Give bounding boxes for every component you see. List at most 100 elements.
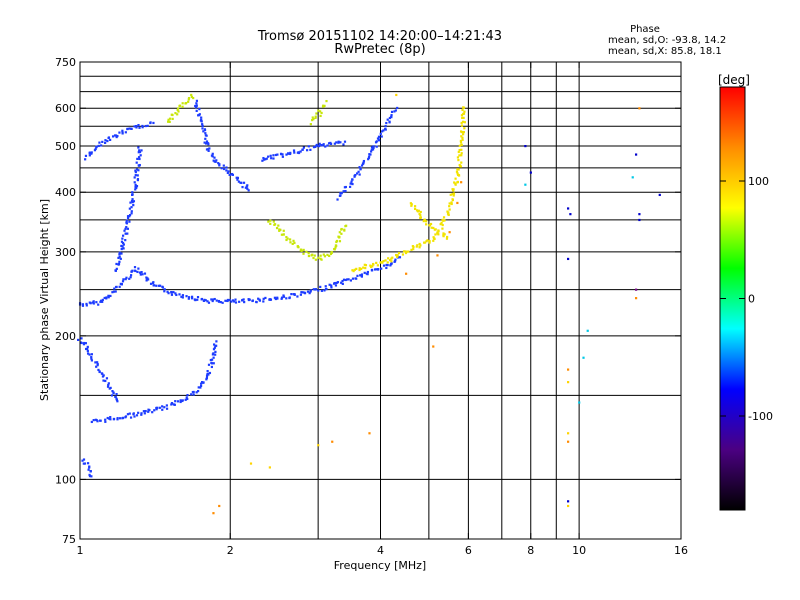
grid — [80, 62, 681, 539]
echo-point — [88, 473, 91, 477]
echo-point — [404, 251, 408, 255]
echo-point — [366, 270, 369, 274]
echo-point — [262, 297, 265, 300]
echo-point — [128, 412, 131, 415]
echo-point — [92, 300, 95, 303]
echo-point — [343, 140, 347, 143]
echo-point — [114, 134, 118, 137]
echo-point — [116, 417, 119, 420]
echo-point — [265, 157, 268, 160]
echo-point — [103, 296, 106, 300]
echo-point — [567, 440, 570, 443]
echo-point — [174, 112, 177, 115]
echo-point — [267, 155, 270, 158]
echo-point — [432, 239, 435, 242]
echo-point — [458, 154, 461, 157]
echo-point — [460, 152, 463, 155]
echo-point — [319, 254, 322, 257]
echo-point — [205, 378, 208, 381]
echo-point — [353, 268, 356, 271]
echo-point — [451, 198, 454, 201]
echo-point — [128, 277, 131, 280]
x-tick-label: 1 — [77, 544, 84, 557]
echo-point — [174, 400, 177, 403]
echo-point — [194, 104, 197, 108]
echo-point — [293, 151, 296, 154]
echo-point — [190, 393, 193, 396]
echo-point — [578, 401, 581, 404]
echo-point — [121, 129, 124, 132]
echo-point — [309, 289, 312, 292]
echo-point — [144, 409, 147, 413]
echo-point — [268, 466, 271, 469]
echo-point — [228, 173, 231, 176]
echo-point — [302, 252, 305, 255]
echo-point — [410, 204, 413, 207]
echo-point — [236, 178, 239, 181]
echo-point — [212, 512, 215, 515]
echo-point — [419, 244, 422, 247]
echo-point — [333, 142, 336, 145]
echo-point — [355, 172, 359, 175]
echo-point — [218, 164, 221, 167]
echo-point — [124, 415, 128, 418]
echo-point — [272, 157, 275, 160]
echo-point — [222, 164, 225, 167]
echo-point — [634, 288, 638, 291]
echo-point — [384, 125, 387, 128]
echo-point — [350, 180, 353, 183]
echo-point — [180, 295, 183, 298]
echo-point — [197, 389, 200, 393]
echo-point — [132, 200, 136, 203]
echo-point — [176, 113, 179, 116]
echo-point — [337, 235, 340, 238]
echo-point — [113, 287, 116, 290]
echo-point — [319, 257, 322, 260]
echo-point — [141, 273, 144, 276]
echo-point — [84, 154, 88, 157]
echo-point — [385, 263, 388, 267]
echo-point — [359, 167, 362, 170]
echo-point — [231, 299, 235, 302]
echo-point — [432, 236, 435, 239]
echo-point — [368, 153, 371, 156]
echo-point — [176, 108, 179, 112]
echo-point — [454, 183, 457, 186]
echo-point — [90, 152, 93, 155]
echo-point — [83, 462, 87, 465]
echo-point — [529, 171, 532, 174]
echo-point — [460, 135, 463, 138]
echo-point — [360, 164, 364, 167]
echo-point — [314, 115, 317, 118]
colorbar-label: [deg] — [718, 73, 750, 87]
echo-point — [126, 227, 130, 230]
echo-point — [264, 296, 267, 300]
echo-point — [312, 146, 316, 149]
echo-point — [320, 143, 323, 147]
echo-point — [109, 416, 112, 419]
echo-point — [288, 296, 291, 299]
echo-point — [447, 213, 450, 216]
echo-point — [419, 214, 422, 217]
echo-point — [311, 253, 314, 256]
echo-point — [395, 253, 398, 257]
echo-point — [139, 154, 142, 157]
echo-point — [381, 261, 384, 264]
echo-point — [384, 259, 387, 262]
echo-point — [186, 394, 189, 397]
echo-point — [262, 156, 265, 160]
echo-point — [230, 300, 233, 303]
echo-point — [405, 250, 409, 253]
echo-point — [462, 112, 465, 116]
echo-point — [231, 173, 234, 176]
echo-point — [185, 396, 188, 399]
echo-point — [96, 420, 99, 423]
echo-point — [94, 361, 97, 364]
echo-point — [376, 268, 380, 271]
echo-point — [215, 159, 218, 162]
echo-point — [242, 298, 245, 301]
echo-point — [461, 136, 464, 139]
echo-point — [567, 257, 570, 261]
echo-point — [195, 391, 198, 394]
echo-point — [416, 244, 419, 247]
